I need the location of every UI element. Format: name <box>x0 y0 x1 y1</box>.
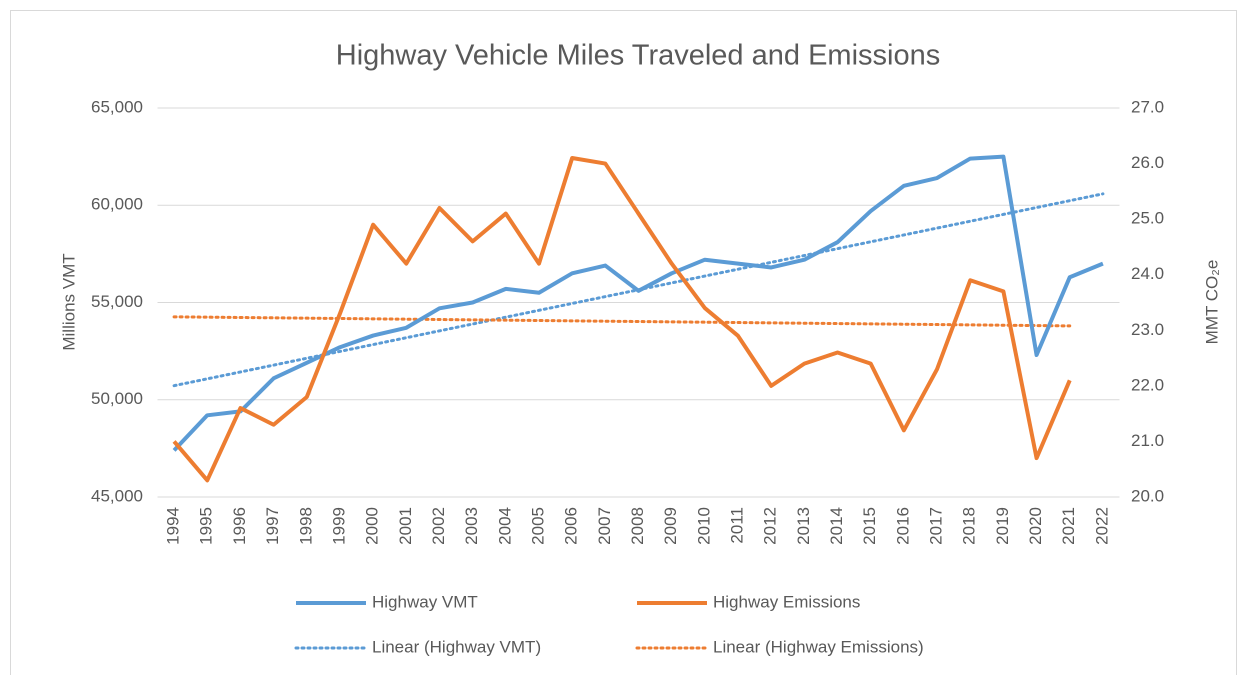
x-tick-label: 2008 <box>628 507 647 545</box>
x-tick-label: 2011 <box>728 507 747 544</box>
chart-title: Highway Vehicle Miles Traveled and Emiss… <box>336 40 940 72</box>
y2-tick-label: 26.0 <box>1131 153 1164 172</box>
x-tick-label: 2009 <box>661 507 680 545</box>
x-tick-label: 2005 <box>528 507 547 545</box>
x-tick-label: 2016 <box>893 507 912 545</box>
x-tick-label: 1997 <box>263 507 282 545</box>
x-tick-label: 2015 <box>860 507 879 545</box>
y-tick-label: 50,000 <box>91 389 143 408</box>
x-tick-label: 1995 <box>197 507 216 545</box>
y2-tick-label: 22.0 <box>1131 375 1164 394</box>
x-tick-label: 2019 <box>993 507 1012 545</box>
y2-tick-label: 27.0 <box>1131 97 1164 116</box>
x-tick-label: 2002 <box>429 507 448 545</box>
legend-label: Linear (Highway Emissions) <box>713 637 924 656</box>
y2-tick-label: 20.0 <box>1131 486 1164 505</box>
y2-tick-label: 24.0 <box>1131 264 1164 283</box>
x-tick-label: 1998 <box>296 507 315 545</box>
x-tick-label: 2001 <box>396 507 415 545</box>
x-tick-label: 1994 <box>164 507 183 545</box>
legend-label: Highway Emissions <box>713 592 860 611</box>
x-tick-label: 2012 <box>761 507 780 545</box>
x-tick-label: 2014 <box>827 507 846 545</box>
y2-tick-label: 23.0 <box>1131 320 1164 339</box>
x-tick-label: 2013 <box>794 507 813 545</box>
legend-label: Highway VMT <box>372 592 478 611</box>
x-tick-label: 2018 <box>960 507 979 545</box>
trendline <box>172 315 1072 328</box>
y-tick-label: 45,000 <box>91 486 143 505</box>
chart-frame <box>10 10 1237 675</box>
x-tick-label: 2022 <box>1092 507 1111 545</box>
x-tick-label: 1996 <box>230 507 249 545</box>
x-tick-label: 2003 <box>462 507 481 545</box>
x-tick-label: 2020 <box>1026 507 1045 545</box>
y-axis-label: Millions VMT <box>59 253 78 350</box>
x-tick-label: 2006 <box>562 507 581 545</box>
x-tick-label: 2000 <box>363 507 382 545</box>
y-tick-label: 65,000 <box>91 97 143 116</box>
y2-axis-label: MMT CO₂e <box>1202 260 1221 345</box>
x-tick-label: 2004 <box>495 507 514 545</box>
x-tick-label: 2007 <box>595 507 614 545</box>
y-tick-label: 60,000 <box>91 195 143 214</box>
x-tick-label: 2017 <box>927 507 946 545</box>
y2-tick-label: 25.0 <box>1131 209 1164 228</box>
y-tick-label: 55,000 <box>91 292 143 311</box>
series-line <box>172 154 1104 452</box>
y2-tick-label: 21.0 <box>1131 431 1164 450</box>
series-line <box>172 156 1072 483</box>
x-tick-label: 2021 <box>1059 507 1078 545</box>
x-tick-label: 1999 <box>329 507 348 545</box>
x-tick-label: 2010 <box>694 507 713 545</box>
legend-label: Linear (Highway VMT) <box>372 637 541 656</box>
